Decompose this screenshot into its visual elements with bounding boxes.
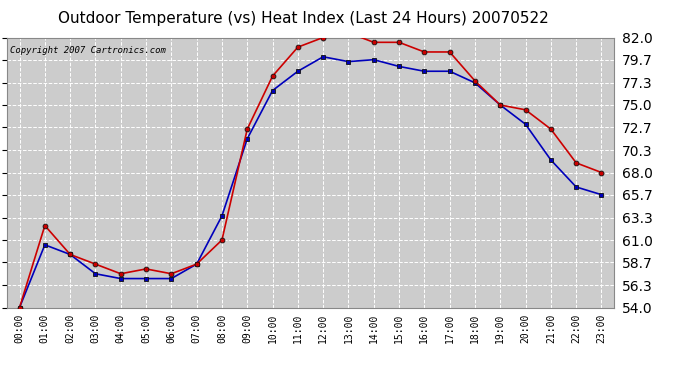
Text: Outdoor Temperature (vs) Heat Index (Last 24 Hours) 20070522: Outdoor Temperature (vs) Heat Index (Las…: [58, 11, 549, 26]
Text: Copyright 2007 Cartronics.com: Copyright 2007 Cartronics.com: [10, 46, 166, 55]
